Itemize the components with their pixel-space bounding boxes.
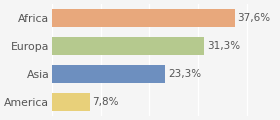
Text: 7,8%: 7,8% [92, 97, 119, 107]
Text: 37,6%: 37,6% [237, 13, 270, 23]
Bar [52, 37, 204, 55]
Text: 31,3%: 31,3% [207, 41, 240, 51]
Text: 23,3%: 23,3% [168, 69, 201, 79]
Bar [52, 65, 165, 83]
Bar [52, 93, 90, 111]
Bar [52, 9, 235, 27]
